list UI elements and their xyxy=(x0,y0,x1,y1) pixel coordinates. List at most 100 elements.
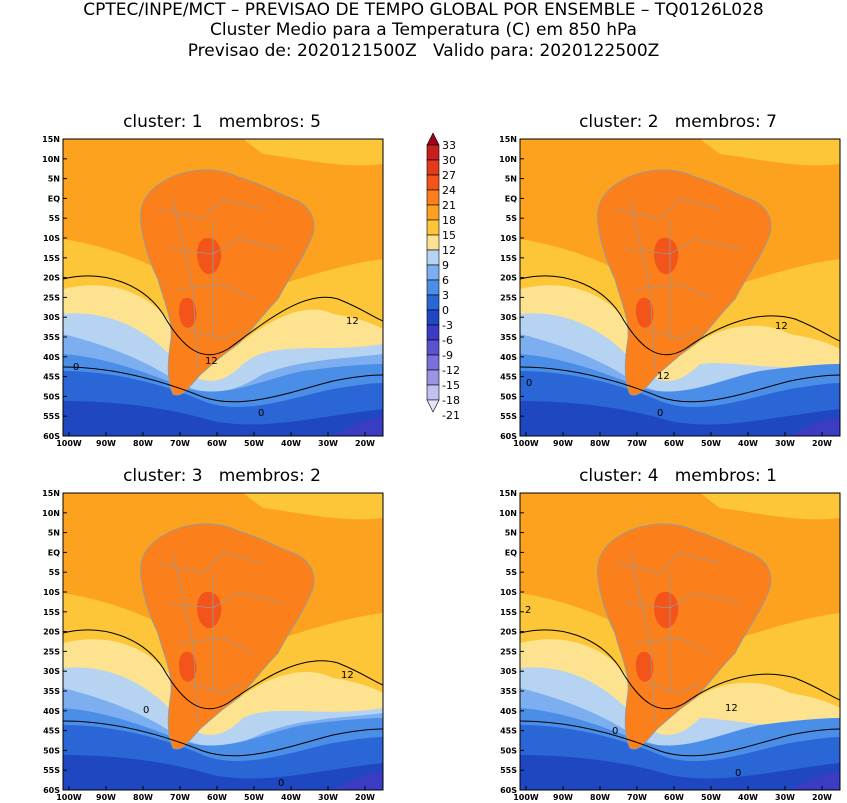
colorbar-label: -3 xyxy=(442,319,453,332)
colorbar-swatch xyxy=(426,309,440,326)
lat-tick-label: 60S xyxy=(500,786,517,795)
map-frame xyxy=(519,492,841,791)
colorbar-label: 18 xyxy=(442,214,456,227)
colorbar-swatch xyxy=(426,144,440,161)
colorbar-label: 12 xyxy=(442,244,456,257)
lat-tick-label: 15N xyxy=(42,489,60,498)
lon-tick-label: 50W xyxy=(701,439,721,448)
lat-tick-label: EQ xyxy=(505,194,517,203)
lat-tick-label: 40S xyxy=(43,353,60,362)
lat-tick-label: 15S xyxy=(500,254,517,263)
colorbar-label: 21 xyxy=(442,199,456,212)
lon-tick-label: 30W xyxy=(775,439,795,448)
lat-tick-label: 40S xyxy=(500,353,517,362)
lat-tick-label: 15S xyxy=(43,608,60,617)
lat-tick-label: 55S xyxy=(500,412,517,421)
colorbar-swatch xyxy=(426,324,440,341)
contour-0 xyxy=(63,366,383,403)
continent-warm-core xyxy=(597,169,771,395)
lon-tick-label: 40W xyxy=(738,439,758,448)
lon-tick-label: 100W xyxy=(56,793,82,802)
lat-tick-label: 50S xyxy=(43,746,60,755)
lat-tick-label: EQ xyxy=(48,548,60,557)
forecast-dates: Previsao de: 2020121500Z Valido para: 20… xyxy=(187,41,660,61)
lon-tick-label: 60W xyxy=(664,439,684,448)
lat-tick-label: 25S xyxy=(500,647,517,656)
lat-tick-label: 45S xyxy=(500,373,517,382)
lat-tick-label: 40S xyxy=(500,707,517,716)
colorbar-label: 3 xyxy=(442,289,449,302)
lat-tick-label: 15N xyxy=(499,489,517,498)
figure-title: CPTEC/INPE/MCT – PREVISAO DE TEMPO GLOBA… xyxy=(83,0,764,20)
colorbar-swatch xyxy=(426,369,440,386)
lat-tick-label: 55S xyxy=(500,766,517,775)
lon-tick-label: 90W xyxy=(553,439,573,448)
map-panel-3: 12 0 0 15N 10N 5N EQ 5S 10S 15S 20S 25S 30S 35S 40S 45S… xyxy=(42,489,384,802)
lon-tick-label: 70W xyxy=(170,439,190,448)
lon-tick-label: 80W xyxy=(133,793,153,802)
contour-label: 0 xyxy=(526,378,532,389)
lat-tick-label: 5N xyxy=(48,175,60,184)
lon-tick-label: 20W xyxy=(355,439,375,448)
colorbar-swatch xyxy=(426,384,440,401)
colorbar-label: -9 xyxy=(442,349,453,362)
contour-label: 0 xyxy=(278,778,284,789)
colorbar-swatch xyxy=(426,189,440,206)
lat-tick-label: 40S xyxy=(43,707,60,716)
contour-label: 0 xyxy=(735,768,741,779)
figure-subtitle: Cluster Medio para a Temperatura (C) em … xyxy=(210,20,637,40)
lon-tick-label: 50W xyxy=(244,439,264,448)
contour-12 xyxy=(63,629,383,710)
lon-tick-label: 40W xyxy=(281,793,301,802)
lon-tick-label: 60W xyxy=(664,793,684,802)
map-panel-4: 2 12 0 0 15N 10N 5N EQ 5S 10S 15S 20S 25S 30S 35S 40S 45… xyxy=(499,489,841,802)
lat-tick-label: 55S xyxy=(43,412,60,421)
lat-tick-label: 50S xyxy=(500,746,517,755)
colorbar-swatch xyxy=(426,249,440,266)
panel-title-4: cluster: 4 membros: 1 xyxy=(579,466,777,486)
lon-tick-label: 20W xyxy=(812,439,832,448)
map-frame xyxy=(62,492,384,791)
lat-tick-label: 45S xyxy=(43,727,60,736)
lat-tick-label: 20S xyxy=(500,274,517,283)
panel-title-1: cluster: 1 membros: 5 xyxy=(123,112,321,132)
lat-tick-label: 50S xyxy=(500,392,517,401)
contour-label: 0 xyxy=(657,408,663,419)
map-panel-2: 12 12 0 0 15N 10N 5N EQ 5S 10S 15S 20S 25S 30S 35S 40S 4… xyxy=(499,135,841,448)
contour-label: 2 xyxy=(525,605,531,616)
contour-label: 0 xyxy=(143,705,149,716)
lon-tick-label: 30W xyxy=(318,793,338,802)
contour-0 xyxy=(63,720,383,757)
colorbar-swatch xyxy=(426,174,440,191)
lon-tick-label: 100W xyxy=(56,439,82,448)
lat-tick-label: 55S xyxy=(43,766,60,775)
lat-tick-label: 30S xyxy=(43,313,60,322)
map-frame xyxy=(519,138,841,437)
lon-tick-label: 70W xyxy=(170,793,190,802)
lon-tick-label: 40W xyxy=(738,793,758,802)
colorbar-label: -6 xyxy=(442,334,453,347)
lon-tick-label: 50W xyxy=(701,793,721,802)
colorbar-swatch xyxy=(426,234,440,251)
colorbar-label: -21 xyxy=(442,409,460,422)
contour-12 xyxy=(520,275,840,356)
colorbar-label: -15 xyxy=(442,379,460,392)
contour-label: 0 xyxy=(612,726,618,737)
contour-label: 12 xyxy=(341,670,354,681)
lat-tick-label: EQ xyxy=(505,548,517,557)
contour-0 xyxy=(520,720,840,757)
colorbar-swatch xyxy=(426,339,440,356)
lat-tick-label: 30S xyxy=(500,313,517,322)
lat-tick-label: 5N xyxy=(48,529,60,538)
colorbar-label: 6 xyxy=(442,274,449,287)
lat-tick-label: 30S xyxy=(500,667,517,676)
colorbar-swatch xyxy=(426,219,440,236)
contour-label: 0 xyxy=(73,362,79,373)
lat-tick-label: 25S xyxy=(43,647,60,656)
continent-warm-core xyxy=(140,523,314,749)
lon-tick-label: 100W xyxy=(513,793,539,802)
lat-tick-label: EQ xyxy=(48,194,60,203)
lon-tick-label: 70W xyxy=(627,439,647,448)
lat-tick-label: 25S xyxy=(43,293,60,302)
